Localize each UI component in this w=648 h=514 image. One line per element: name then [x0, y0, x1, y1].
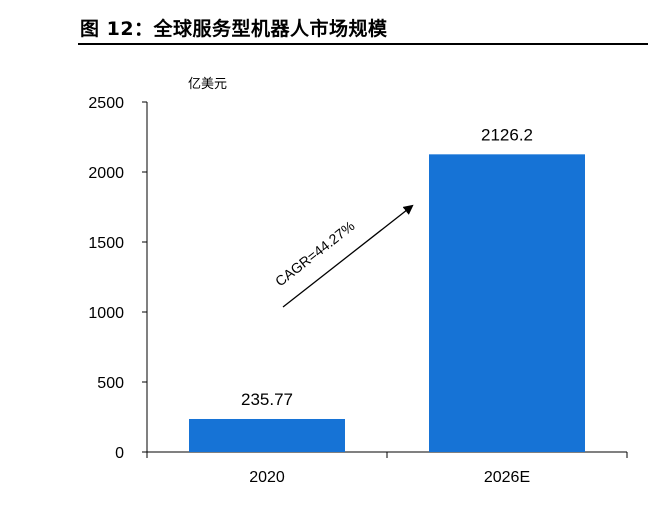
bar-value-label: 235.77 [241, 390, 293, 409]
bar [189, 418, 345, 452]
y-tick-label: 1000 [88, 305, 124, 322]
bar-series: 235.77 2126.2 [189, 125, 585, 452]
cagr-arrow [282, 204, 414, 308]
y-axis-unit-label: 亿美元 [188, 77, 227, 92]
figure-title: 图 12：全球服务型机器人市场规模 [80, 18, 388, 40]
y-axis: 0 500 1000 1500 2000 2500 [88, 95, 148, 462]
y-tick-label: 0 [115, 445, 124, 462]
x-tick-label: 2020 [249, 469, 285, 486]
y-tick-label: 500 [97, 375, 124, 392]
y-tick-label: 1500 [88, 235, 124, 252]
cagr-label: CAGR=44.27% [272, 218, 358, 290]
y-tick-label: 2500 [88, 95, 124, 112]
x-tick-label: 2026E [484, 469, 530, 486]
title-underline [78, 43, 648, 45]
y-tick-label: 2000 [88, 165, 124, 182]
x-axis: 2020 2026E [146, 451, 628, 486]
bar-value-label: 2126.2 [481, 125, 533, 144]
cagr-annotation: CAGR=44.27% [272, 204, 414, 308]
bar [429, 154, 585, 452]
